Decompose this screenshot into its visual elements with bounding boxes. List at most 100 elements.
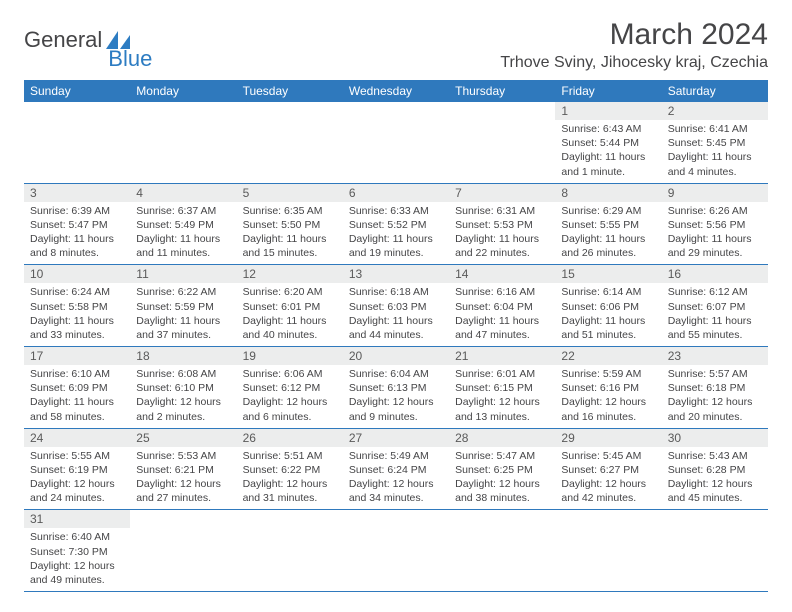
day-info: Sunrise: 6:01 AMSunset: 6:15 PMDaylight:… <box>449 365 555 428</box>
day-number: 20 <box>343 347 449 365</box>
day-cell-10: 10Sunrise: 6:24 AMSunset: 5:58 PMDayligh… <box>24 265 130 347</box>
day-cell-30: 30Sunrise: 5:43 AMSunset: 6:28 PMDayligh… <box>662 428 768 510</box>
day-cell-12: 12Sunrise: 6:20 AMSunset: 6:01 PMDayligh… <box>237 265 343 347</box>
day-cell-31: 31Sunrise: 6:40 AMSunset: 7:30 PMDayligh… <box>24 510 130 592</box>
title-block: March 2024 Trhove Sviny, Jihocesky kraj,… <box>500 18 768 72</box>
day-number: 21 <box>449 347 555 365</box>
day-cell-28: 28Sunrise: 5:47 AMSunset: 6:25 PMDayligh… <box>449 428 555 510</box>
day-cell-24: 24Sunrise: 5:55 AMSunset: 6:19 PMDayligh… <box>24 428 130 510</box>
day-number: 25 <box>130 429 236 447</box>
day-cell-15: 15Sunrise: 6:14 AMSunset: 6:06 PMDayligh… <box>555 265 661 347</box>
day-number: 10 <box>24 265 130 283</box>
day-cell-empty: .. <box>343 510 449 592</box>
day-number: 30 <box>662 429 768 447</box>
day-number: 9 <box>662 184 768 202</box>
day-info: Sunrise: 6:37 AMSunset: 5:49 PMDaylight:… <box>130 202 236 265</box>
header: General Blue March 2024 Trhove Sviny, Ji… <box>24 18 768 72</box>
day-info: Sunrise: 6:08 AMSunset: 6:10 PMDaylight:… <box>130 365 236 428</box>
day-number: 3 <box>24 184 130 202</box>
day-info: Sunrise: 6:29 AMSunset: 5:55 PMDaylight:… <box>555 202 661 265</box>
day-cell-29: 29Sunrise: 5:45 AMSunset: 6:27 PMDayligh… <box>555 428 661 510</box>
day-number: 17 <box>24 347 130 365</box>
day-number: 26 <box>237 429 343 447</box>
calendar-row: 31Sunrise: 6:40 AMSunset: 7:30 PMDayligh… <box>24 510 768 592</box>
day-info: Sunrise: 6:10 AMSunset: 6:09 PMDaylight:… <box>24 365 130 428</box>
day-info: Sunrise: 6:43 AMSunset: 5:44 PMDaylight:… <box>555 120 661 183</box>
day-info: Sunrise: 6:41 AMSunset: 5:45 PMDaylight:… <box>662 120 768 183</box>
weekday-thursday: Thursday <box>449 80 555 102</box>
day-cell-27: 27Sunrise: 5:49 AMSunset: 6:24 PMDayligh… <box>343 428 449 510</box>
day-info: Sunrise: 6:16 AMSunset: 6:04 PMDaylight:… <box>449 283 555 346</box>
day-number: 29 <box>555 429 661 447</box>
day-number: 5 <box>237 184 343 202</box>
day-cell-7: 7Sunrise: 6:31 AMSunset: 5:53 PMDaylight… <box>449 183 555 265</box>
calendar-row: 10Sunrise: 6:24 AMSunset: 5:58 PMDayligh… <box>24 265 768 347</box>
day-cell-11: 11Sunrise: 6:22 AMSunset: 5:59 PMDayligh… <box>130 265 236 347</box>
day-info: Sunrise: 5:51 AMSunset: 6:22 PMDaylight:… <box>237 447 343 510</box>
day-cell-empty: .. <box>130 102 236 183</box>
day-number: 12 <box>237 265 343 283</box>
day-info: Sunrise: 6:26 AMSunset: 5:56 PMDaylight:… <box>662 202 768 265</box>
day-info: Sunrise: 5:43 AMSunset: 6:28 PMDaylight:… <box>662 447 768 510</box>
day-info: Sunrise: 5:47 AMSunset: 6:25 PMDaylight:… <box>449 447 555 510</box>
day-number: 13 <box>343 265 449 283</box>
day-number: 22 <box>555 347 661 365</box>
day-info: Sunrise: 6:35 AMSunset: 5:50 PMDaylight:… <box>237 202 343 265</box>
day-number: 23 <box>662 347 768 365</box>
day-info: Sunrise: 6:20 AMSunset: 6:01 PMDaylight:… <box>237 283 343 346</box>
day-cell-8: 8Sunrise: 6:29 AMSunset: 5:55 PMDaylight… <box>555 183 661 265</box>
day-info: Sunrise: 6:12 AMSunset: 6:07 PMDaylight:… <box>662 283 768 346</box>
weekday-sunday: Sunday <box>24 80 130 102</box>
day-cell-4: 4Sunrise: 6:37 AMSunset: 5:49 PMDaylight… <box>130 183 236 265</box>
day-number: 6 <box>343 184 449 202</box>
weekday-monday: Monday <box>130 80 236 102</box>
day-cell-23: 23Sunrise: 5:57 AMSunset: 6:18 PMDayligh… <box>662 347 768 429</box>
weekday-header-row: SundayMondayTuesdayWednesdayThursdayFrid… <box>24 80 768 102</box>
day-info: Sunrise: 6:40 AMSunset: 7:30 PMDaylight:… <box>24 528 130 591</box>
day-cell-20: 20Sunrise: 6:04 AMSunset: 6:13 PMDayligh… <box>343 347 449 429</box>
day-cell-6: 6Sunrise: 6:33 AMSunset: 5:52 PMDaylight… <box>343 183 449 265</box>
brand-general: General <box>24 27 102 53</box>
day-info: Sunrise: 6:06 AMSunset: 6:12 PMDaylight:… <box>237 365 343 428</box>
day-info: Sunrise: 6:33 AMSunset: 5:52 PMDaylight:… <box>343 202 449 265</box>
day-info: Sunrise: 6:22 AMSunset: 5:59 PMDaylight:… <box>130 283 236 346</box>
day-cell-3: 3Sunrise: 6:39 AMSunset: 5:47 PMDaylight… <box>24 183 130 265</box>
day-info: Sunrise: 6:24 AMSunset: 5:58 PMDaylight:… <box>24 283 130 346</box>
day-number: 11 <box>130 265 236 283</box>
day-cell-empty: .. <box>662 510 768 592</box>
brand-blue: Blue <box>108 46 152 72</box>
day-info: Sunrise: 5:55 AMSunset: 6:19 PMDaylight:… <box>24 447 130 510</box>
day-number: 28 <box>449 429 555 447</box>
day-number: 7 <box>449 184 555 202</box>
day-number: 15 <box>555 265 661 283</box>
day-number: 24 <box>24 429 130 447</box>
day-number: 8 <box>555 184 661 202</box>
day-cell-14: 14Sunrise: 6:16 AMSunset: 6:04 PMDayligh… <box>449 265 555 347</box>
calendar-row: 3Sunrise: 6:39 AMSunset: 5:47 PMDaylight… <box>24 183 768 265</box>
location: Trhove Sviny, Jihocesky kraj, Czechia <box>500 54 768 72</box>
day-info: Sunrise: 5:49 AMSunset: 6:24 PMDaylight:… <box>343 447 449 510</box>
day-cell-1: 1Sunrise: 6:43 AMSunset: 5:44 PMDaylight… <box>555 102 661 183</box>
day-info: Sunrise: 5:59 AMSunset: 6:16 PMDaylight:… <box>555 365 661 428</box>
day-cell-empty: .. <box>24 102 130 183</box>
day-cell-25: 25Sunrise: 5:53 AMSunset: 6:21 PMDayligh… <box>130 428 236 510</box>
day-cell-2: 2Sunrise: 6:41 AMSunset: 5:45 PMDaylight… <box>662 102 768 183</box>
calendar-row: 24Sunrise: 5:55 AMSunset: 6:19 PMDayligh… <box>24 428 768 510</box>
day-cell-17: 17Sunrise: 6:10 AMSunset: 6:09 PMDayligh… <box>24 347 130 429</box>
day-number: 14 <box>449 265 555 283</box>
day-cell-empty: .. <box>343 102 449 183</box>
day-cell-empty: .. <box>555 510 661 592</box>
day-info: Sunrise: 5:57 AMSunset: 6:18 PMDaylight:… <box>662 365 768 428</box>
day-cell-13: 13Sunrise: 6:18 AMSunset: 6:03 PMDayligh… <box>343 265 449 347</box>
day-number: 4 <box>130 184 236 202</box>
day-info: Sunrise: 5:45 AMSunset: 6:27 PMDaylight:… <box>555 447 661 510</box>
day-cell-19: 19Sunrise: 6:06 AMSunset: 6:12 PMDayligh… <box>237 347 343 429</box>
day-info: Sunrise: 6:04 AMSunset: 6:13 PMDaylight:… <box>343 365 449 428</box>
day-number: 19 <box>237 347 343 365</box>
weekday-saturday: Saturday <box>662 80 768 102</box>
day-cell-empty: .. <box>449 102 555 183</box>
day-cell-empty: .. <box>237 510 343 592</box>
day-cell-26: 26Sunrise: 5:51 AMSunset: 6:22 PMDayligh… <box>237 428 343 510</box>
day-cell-9: 9Sunrise: 6:26 AMSunset: 5:56 PMDaylight… <box>662 183 768 265</box>
day-cell-18: 18Sunrise: 6:08 AMSunset: 6:10 PMDayligh… <box>130 347 236 429</box>
